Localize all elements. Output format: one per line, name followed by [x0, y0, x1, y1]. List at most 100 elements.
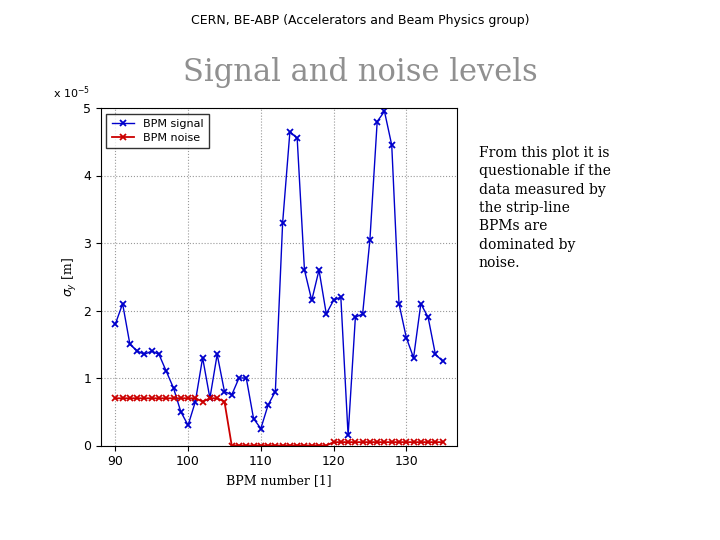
Y-axis label: $\sigma_y$ [m]: $\sigma_y$ [m]: [61, 257, 79, 296]
BPM noise: [424, 439, 433, 446]
BPM noise: [148, 395, 156, 402]
BPM noise: [387, 439, 396, 446]
BPM signal: [322, 310, 330, 317]
BPM signal: [256, 426, 265, 432]
BPM signal: [213, 351, 222, 357]
BPM noise: [416, 439, 425, 446]
BPM signal: [380, 108, 389, 114]
BPM signal: [329, 297, 338, 303]
BPM signal: [409, 354, 418, 361]
BPM noise: [395, 439, 403, 446]
BPM signal: [206, 395, 215, 402]
BPM noise: [235, 442, 243, 449]
BPM signal: [169, 385, 178, 392]
BPM signal: [249, 415, 258, 422]
BPM noise: [213, 395, 222, 402]
BPM noise: [279, 442, 287, 449]
Text: x 10$^{-5}$: x 10$^{-5}$: [53, 85, 90, 102]
BPM noise: [162, 395, 171, 402]
BPM noise: [140, 395, 149, 402]
BPM noise: [373, 439, 382, 446]
BPM signal: [125, 341, 134, 348]
BPM noise: [242, 442, 251, 449]
BPM signal: [220, 388, 229, 395]
BPM noise: [322, 442, 330, 449]
BPM noise: [359, 439, 367, 446]
BPM signal: [235, 375, 243, 381]
BPM signal: [148, 348, 156, 354]
BPM signal: [271, 388, 279, 395]
BPM noise: [293, 442, 302, 449]
Text: Signal and noise levels: Signal and noise levels: [183, 57, 537, 89]
BPM noise: [184, 395, 192, 402]
BPM noise: [118, 395, 127, 402]
Legend: BPM signal, BPM noise: BPM signal, BPM noise: [107, 113, 210, 148]
BPM noise: [366, 439, 374, 446]
BPM signal: [286, 129, 294, 135]
BPM signal: [133, 348, 142, 354]
BPM noise: [351, 439, 360, 446]
BPM noise: [125, 395, 134, 402]
BPM signal: [155, 351, 163, 357]
BPM noise: [249, 442, 258, 449]
BPM noise: [155, 395, 163, 402]
BPM noise: [307, 442, 316, 449]
BPM noise: [111, 395, 120, 402]
BPM noise: [300, 442, 309, 449]
X-axis label: BPM number [1]: BPM number [1]: [226, 474, 332, 487]
BPM signal: [264, 402, 272, 408]
BPM signal: [176, 408, 185, 415]
BPM noise: [271, 442, 279, 449]
BPM noise: [176, 395, 185, 402]
BPM noise: [206, 395, 215, 402]
BPM signal: [118, 300, 127, 307]
BPM signal: [351, 314, 360, 320]
BPM noise: [431, 439, 440, 446]
Text: CERN, BE-ABP (Accelerators and Beam Physics group): CERN, BE-ABP (Accelerators and Beam Phys…: [191, 14, 529, 26]
BPM signal: [191, 399, 199, 405]
BPM noise: [220, 399, 229, 405]
BPM signal: [279, 219, 287, 226]
BPM noise: [336, 439, 345, 446]
BPM noise: [329, 439, 338, 446]
BPM signal: [307, 297, 316, 303]
BPM noise: [315, 442, 323, 449]
Line: BPM signal: BPM signal: [112, 108, 446, 439]
BPM signal: [424, 314, 433, 320]
Line: BPM noise: BPM noise: [112, 395, 446, 449]
BPM signal: [162, 368, 171, 375]
BPM signal: [228, 392, 236, 398]
Text: From this plot it is
questionable if the
data measured by
the strip-line
BPMs ar: From this plot it is questionable if the…: [479, 146, 611, 270]
BPM signal: [395, 300, 403, 307]
BPM noise: [169, 395, 178, 402]
BPM noise: [264, 442, 272, 449]
BPM signal: [366, 237, 374, 243]
Text: J. Pfingstner: J. Pfingstner: [14, 518, 102, 531]
BPM noise: [343, 439, 352, 446]
Text: Beam jitter studies at ATF and ATF2: Beam jitter studies at ATF and ATF2: [454, 518, 706, 531]
BPM noise: [256, 442, 265, 449]
BPM signal: [343, 432, 352, 438]
BPM noise: [191, 395, 199, 402]
BPM signal: [184, 422, 192, 429]
BPM noise: [438, 439, 447, 446]
BPM noise: [409, 439, 418, 446]
BPM noise: [402, 439, 410, 446]
BPM signal: [300, 267, 309, 273]
BPM signal: [438, 358, 447, 365]
BPM signal: [431, 351, 440, 357]
BPM noise: [286, 442, 294, 449]
BPM noise: [228, 442, 236, 449]
BPM signal: [315, 267, 323, 273]
BPM signal: [336, 294, 345, 300]
BPM signal: [111, 321, 120, 327]
BPM signal: [373, 118, 382, 125]
BPM noise: [133, 395, 142, 402]
BPM signal: [387, 142, 396, 149]
BPM signal: [359, 310, 367, 317]
BPM noise: [198, 399, 207, 405]
BPM signal: [416, 300, 425, 307]
BPM signal: [140, 351, 149, 357]
BPM signal: [242, 375, 251, 381]
BPM signal: [402, 334, 410, 341]
